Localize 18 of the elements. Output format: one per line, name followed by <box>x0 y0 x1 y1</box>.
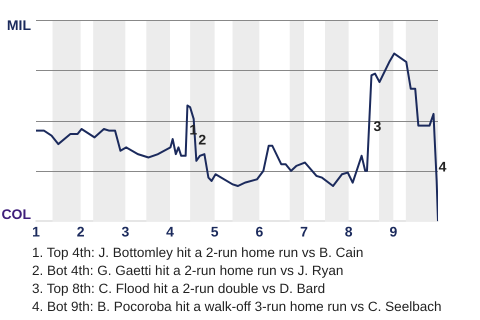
text: 4. Bot 9th: B. Pocoroba hit a walk-off 3-run home run vs C. Seelbach <box>32 298 442 316</box>
x-tick-label: 3 <box>121 223 130 240</box>
text: MIL <box>6 16 32 33</box>
annotation: 4 <box>438 158 447 174</box>
text: 2. Bot 4th: G. Gaetti hit a 2-run home run vs J. Ryan <box>32 262 344 280</box>
x-tick-label: 5 <box>210 223 219 240</box>
x-tick-label: 9 <box>389 223 398 240</box>
text: 3. Top 8th: C. Flood hit a 2-run double vs D. Bard <box>32 280 326 298</box>
x-tick-label: 1 <box>32 223 40 240</box>
x-tick-label: 4 <box>166 223 174 240</box>
text: 1. Top 4th: J. Bottomley hit a 2-run home run vs B. Cain <box>32 244 364 262</box>
annotation: 2 <box>198 132 206 148</box>
x-tick-label: 2 <box>76 223 85 240</box>
x-tick-label: 7 <box>300 223 308 240</box>
text: COL <box>1 206 32 222</box>
annotation: 3 <box>373 118 382 134</box>
x-tick-label: 8 <box>344 223 353 240</box>
x-tick-label: 6 <box>255 223 264 240</box>
